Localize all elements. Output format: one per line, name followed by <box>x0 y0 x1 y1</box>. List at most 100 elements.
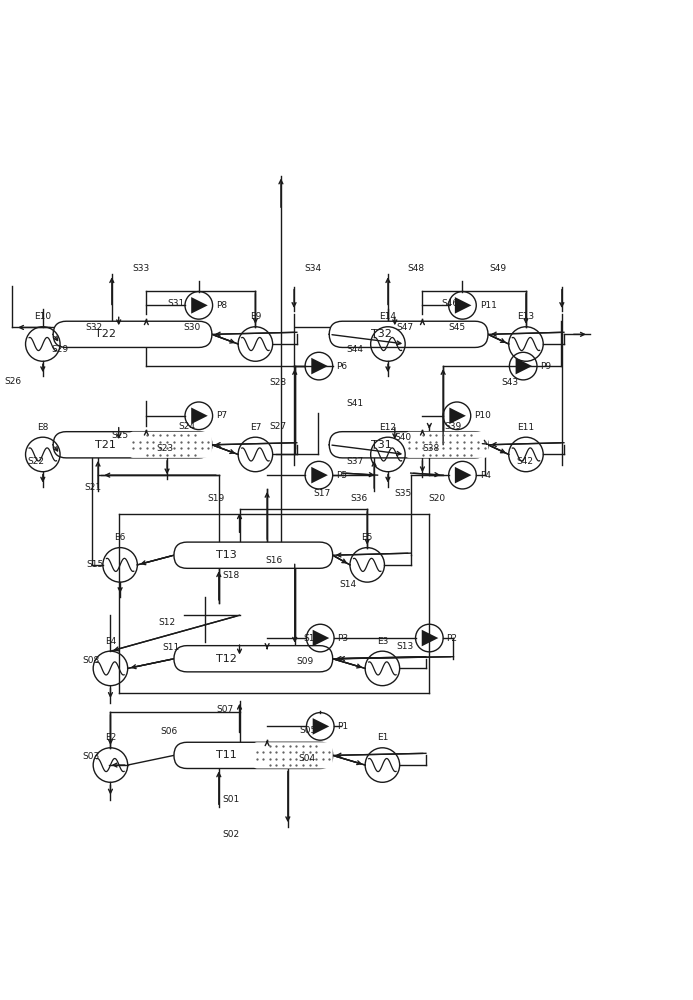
Text: P8: P8 <box>216 301 227 310</box>
Text: P11: P11 <box>480 301 497 310</box>
Text: T12: T12 <box>216 654 237 664</box>
Polygon shape <box>191 408 208 424</box>
Text: T21: T21 <box>95 440 116 450</box>
Text: E12: E12 <box>379 423 396 432</box>
Text: S35: S35 <box>395 489 412 498</box>
Text: S47: S47 <box>396 323 413 332</box>
Text: E13: E13 <box>518 312 534 321</box>
Text: S07: S07 <box>217 705 234 714</box>
Text: E1: E1 <box>377 733 388 742</box>
FancyBboxPatch shape <box>53 321 212 347</box>
Text: S09: S09 <box>297 657 314 666</box>
Text: E7: E7 <box>249 423 261 432</box>
Text: P4: P4 <box>480 471 491 480</box>
Text: S49: S49 <box>490 264 507 273</box>
Text: S41: S41 <box>346 399 364 408</box>
Text: T22: T22 <box>95 329 116 339</box>
Text: S15: S15 <box>87 560 103 569</box>
Text: E2: E2 <box>105 733 116 742</box>
Text: P5: P5 <box>336 471 347 480</box>
Text: T11: T11 <box>216 750 237 760</box>
Text: E9: E9 <box>249 312 261 321</box>
Polygon shape <box>311 358 328 374</box>
Text: S45: S45 <box>448 323 466 332</box>
Text: P2: P2 <box>446 634 457 643</box>
Text: T13: T13 <box>216 550 237 560</box>
Text: P9: P9 <box>541 362 552 371</box>
Polygon shape <box>455 297 471 314</box>
Text: S21: S21 <box>85 483 101 492</box>
Text: S37: S37 <box>346 457 364 466</box>
Text: S20: S20 <box>428 494 445 503</box>
Text: E4: E4 <box>105 637 116 646</box>
Text: S33: S33 <box>132 264 150 273</box>
Text: S05: S05 <box>299 726 317 735</box>
Text: E6: E6 <box>114 533 126 542</box>
Text: S08: S08 <box>82 656 100 665</box>
Text: S43: S43 <box>501 378 518 387</box>
Text: S25: S25 <box>112 431 129 440</box>
Text: S03: S03 <box>82 752 100 761</box>
Text: E10: E10 <box>34 312 51 321</box>
Text: S19: S19 <box>207 494 225 503</box>
Text: S46: S46 <box>441 299 459 308</box>
Text: E5: E5 <box>362 533 373 542</box>
Polygon shape <box>313 718 329 735</box>
Text: S22: S22 <box>28 457 44 466</box>
Text: S27: S27 <box>269 422 286 431</box>
FancyBboxPatch shape <box>130 432 212 458</box>
Text: E11: E11 <box>518 423 534 432</box>
Text: S40: S40 <box>395 433 412 442</box>
Text: S31: S31 <box>167 299 184 308</box>
Polygon shape <box>516 358 532 374</box>
Polygon shape <box>313 630 329 646</box>
FancyBboxPatch shape <box>405 432 488 458</box>
Text: P3: P3 <box>337 634 349 643</box>
Text: P1: P1 <box>337 722 349 731</box>
Text: S36: S36 <box>350 494 367 503</box>
Text: S18: S18 <box>222 571 240 580</box>
Polygon shape <box>191 297 208 314</box>
FancyBboxPatch shape <box>174 646 333 672</box>
Text: S26: S26 <box>5 377 22 386</box>
FancyBboxPatch shape <box>254 742 333 768</box>
Text: S29: S29 <box>51 345 68 354</box>
Text: S16: S16 <box>265 556 282 565</box>
Text: S30: S30 <box>184 323 201 332</box>
Text: S38: S38 <box>423 444 439 453</box>
Text: S13: S13 <box>396 642 414 651</box>
Text: P7: P7 <box>216 411 227 420</box>
Text: S04: S04 <box>298 754 315 763</box>
Polygon shape <box>449 408 466 424</box>
Text: S10: S10 <box>304 634 321 643</box>
Polygon shape <box>455 467 471 483</box>
FancyBboxPatch shape <box>174 542 333 568</box>
Text: S34: S34 <box>305 264 322 273</box>
Text: S48: S48 <box>407 264 424 273</box>
Text: S28: S28 <box>269 378 286 387</box>
Text: S39: S39 <box>444 422 462 431</box>
Text: E14: E14 <box>379 312 396 321</box>
Text: T32: T32 <box>371 329 392 339</box>
FancyBboxPatch shape <box>174 742 333 768</box>
Text: S11: S11 <box>162 643 179 652</box>
Text: S32: S32 <box>86 323 103 332</box>
Text: P10: P10 <box>474 411 491 420</box>
Text: S42: S42 <box>516 457 534 466</box>
Text: T31: T31 <box>371 440 392 450</box>
Text: S24: S24 <box>178 422 195 431</box>
Polygon shape <box>311 467 328 483</box>
Text: S12: S12 <box>159 618 176 627</box>
Text: S17: S17 <box>313 489 331 498</box>
Text: S44: S44 <box>346 345 364 354</box>
Text: S02: S02 <box>222 830 239 839</box>
Text: P6: P6 <box>336 362 347 371</box>
Text: S06: S06 <box>160 727 177 736</box>
Polygon shape <box>422 630 438 646</box>
Text: E3: E3 <box>377 637 388 646</box>
FancyBboxPatch shape <box>329 321 488 347</box>
Text: E8: E8 <box>37 423 49 432</box>
FancyBboxPatch shape <box>53 432 212 458</box>
Text: S01: S01 <box>222 795 239 804</box>
Text: S14: S14 <box>340 580 357 589</box>
